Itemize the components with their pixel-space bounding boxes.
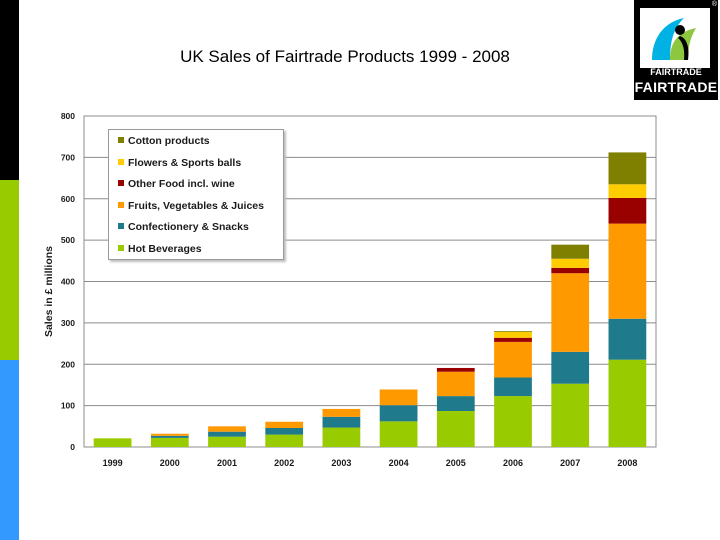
- bar-segment: [608, 223, 647, 319]
- x-tick-label: 2000: [160, 458, 180, 468]
- bar-segment: [322, 416, 361, 428]
- bar-segment: [608, 197, 647, 224]
- slide-title: UK Sales of Fairtrade Products 1999 - 20…: [180, 47, 510, 66]
- logo-label-small: FAIRTRADE: [650, 67, 702, 77]
- bar-segment: [150, 437, 189, 447]
- legend-item: Other Food incl. wine: [118, 178, 235, 192]
- bar-segment: [208, 426, 246, 432]
- x-tick-label: 2007: [560, 458, 580, 468]
- legend-item: Hot Beverages: [118, 243, 202, 257]
- bar-segment: [436, 411, 475, 447]
- legend-label: Other Food incl. wine: [128, 178, 235, 190]
- bar-segment: [551, 258, 590, 268]
- bar-segment: [608, 318, 647, 360]
- x-tick-label: 2003: [331, 458, 351, 468]
- bar-segment: [494, 331, 532, 332]
- bar-segment: [322, 427, 361, 447]
- y-tick-label: 0: [70, 442, 75, 452]
- bar-segment: [93, 438, 132, 447]
- bar-segment: [265, 427, 304, 435]
- fairtrade-logo: ® FAIRTRADE FAIRTRADE: [634, 0, 718, 100]
- legend-label: Fruits, Vegetables & Juices: [128, 199, 264, 212]
- bar-segment: [150, 433, 189, 436]
- chart-legend: Cotton products Flowers & Sports balls Oth…: [108, 129, 284, 260]
- bar-segment: [551, 383, 590, 447]
- bar-segment: [379, 421, 418, 447]
- y-tick-label: 700: [61, 152, 75, 162]
- bar-segment: [494, 377, 532, 397]
- bar-segment: [379, 405, 418, 422]
- legend-label: Confectionery & Snacks: [128, 221, 249, 233]
- x-tick-label: 1999: [103, 458, 123, 468]
- fairtrade-mark-icon: [640, 8, 710, 68]
- bar-segment: [208, 431, 246, 437]
- legend-item: Confectionery & Snacks: [118, 221, 249, 235]
- bar-segment: [494, 331, 532, 338]
- bar-segment: [379, 389, 418, 406]
- bar-segment: [608, 184, 647, 198]
- bar-segment: [608, 359, 647, 447]
- x-tick-label: 2001: [217, 458, 237, 468]
- bar-segment: [208, 436, 246, 447]
- bar-segment: [436, 367, 475, 372]
- bar-segment: [551, 273, 590, 352]
- y-tick-label: 200: [61, 359, 75, 369]
- legend-item: Flowers & Sports balls: [118, 157, 241, 171]
- bar-segment: [608, 152, 647, 185]
- y-tick-label: 600: [61, 194, 75, 204]
- x-tick-label: 2002: [274, 458, 294, 468]
- legend-swatch: [118, 223, 124, 229]
- bar-segment: [551, 351, 590, 384]
- bar-segment: [265, 421, 304, 428]
- x-tick-label: 2004: [389, 458, 409, 468]
- legend-label: Cotton products: [128, 135, 210, 147]
- y-tick-label: 100: [61, 401, 75, 411]
- legend-label: Flowers & Sports balls: [128, 156, 242, 169]
- legend-swatch: [118, 137, 124, 143]
- legend-swatch: [118, 180, 124, 186]
- bar-segment: [322, 408, 361, 417]
- y-tick-label: 300: [61, 318, 75, 328]
- bar-segment: [265, 434, 304, 447]
- x-tick-label: 2006: [503, 458, 523, 468]
- legend-item: Cotton products: [118, 135, 210, 149]
- registered-mark: ®: [711, 1, 717, 8]
- bar-segment: [494, 341, 532, 378]
- bar-segment: [494, 396, 532, 447]
- bar-segment: [436, 396, 475, 412]
- bar-segment: [436, 371, 475, 397]
- bar-segment: [150, 435, 189, 438]
- bar-segment: [551, 267, 590, 274]
- sidebar-blue-stripe: [0, 360, 19, 540]
- x-tick-label: 2005: [446, 458, 466, 468]
- sidebar-green-stripe: [0, 180, 19, 360]
- y-tick-label: 400: [61, 277, 75, 287]
- y-axis-label: Sales in £ millions: [43, 246, 55, 337]
- logo-label-big: FAIRTRADE: [634, 79, 718, 95]
- sidebar-black-stripe: [0, 0, 19, 180]
- x-tick-label: 2008: [617, 458, 637, 468]
- legend-swatch: [118, 158, 124, 165]
- legend-item: Fruits, Vegetables & Juices: [118, 200, 264, 214]
- y-tick-label: 500: [61, 235, 75, 245]
- legend-swatch: [118, 244, 124, 251]
- legend-label: Hot Beverages: [128, 242, 202, 255]
- y-tick-label: 800: [61, 111, 75, 121]
- legend-swatch: [118, 201, 124, 208]
- bar-segment: [551, 244, 590, 259]
- bar-segment: [494, 337, 532, 342]
